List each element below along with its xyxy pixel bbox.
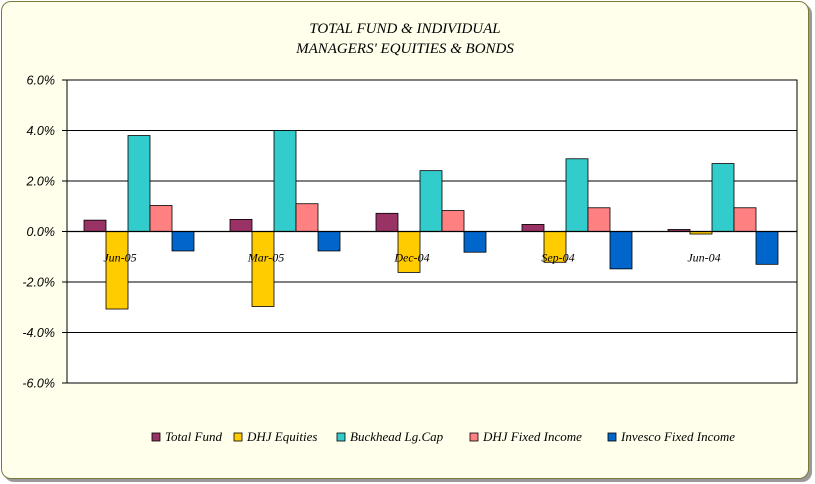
chart-title-line-1: TOTAL FUND & INDIVIDUAL [309,21,500,37]
bar [251,231,275,307]
legend: Total Fund DHJ Equities Buckhead Lg.Cap DHJ… [151,429,735,444]
bar [565,158,589,232]
bar [83,219,107,232]
category-label: Jun-05 [103,251,136,265]
bar [711,163,735,232]
plot-area: 6.0% 4.0% 2.0% 0.0% -2.0% -4.0% -6.0% Jun-05 Mar… [22,74,798,391]
legend-swatch [607,432,617,442]
legend-label: DHJ Fixed Income [482,429,582,444]
bar [295,203,319,232]
bar [375,212,399,232]
category-label: Dec-04 [393,251,429,265]
bar [463,231,487,253]
bar [419,170,443,232]
bar [521,224,545,232]
y-tick-label: 2.0% [26,175,56,189]
bar [317,231,341,252]
legend-label: DHJ Equities [246,429,317,444]
bar [609,231,633,270]
category-label: Sep-04 [541,251,574,265]
bar [755,231,779,265]
legend-swatch [336,432,346,442]
y-tick-label: 0.0% [27,225,56,239]
y-tick-label: -4.0% [22,326,55,340]
bar [441,210,465,232]
bar [587,207,611,232]
y-tick-label: 4.0% [27,124,56,138]
bar [105,231,129,310]
y-tick-label: -2.0% [22,276,55,290]
legend-swatch [151,432,161,442]
y-tick-label: 6.0% [27,74,56,88]
y-tick-label: -6.0% [22,377,55,391]
legend-label: Buckhead Lg.Cap [350,429,444,444]
bar [127,135,151,232]
category-label: Mar-05 [247,251,284,265]
bar [733,207,757,232]
legend-label: Total Fund [165,429,222,444]
category-label: Jun-04 [687,251,720,265]
bar [149,205,173,232]
legend-label: Invesco Fixed Income [620,429,735,444]
bar [273,130,297,232]
chart-title-line-2: MANAGERS' EQUITIES & BONDS [295,41,514,57]
legend-swatch [469,432,479,442]
bar [171,231,195,252]
bar [229,218,253,232]
legend-swatch [233,432,243,442]
